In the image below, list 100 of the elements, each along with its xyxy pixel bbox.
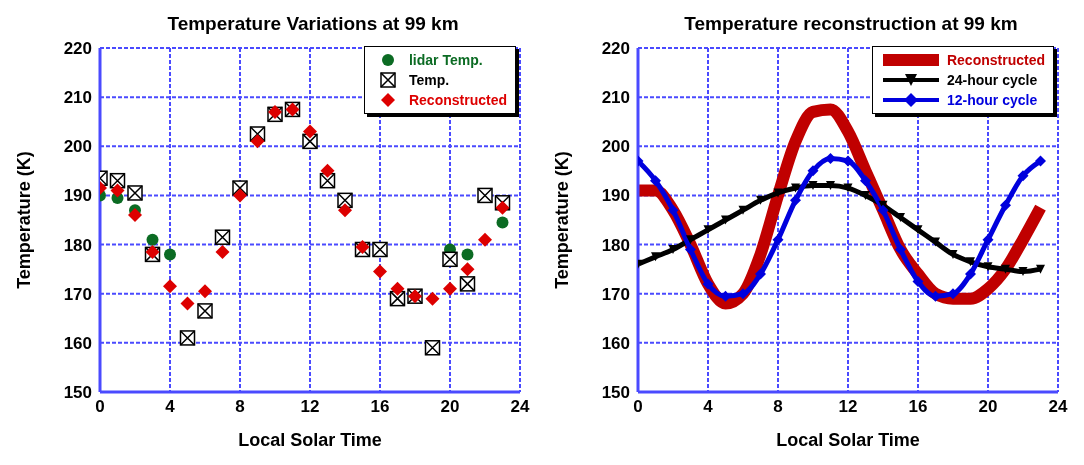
point <box>756 195 765 205</box>
point <box>860 175 871 187</box>
x-tick-label: 20 <box>440 397 460 417</box>
point <box>443 281 457 296</box>
point <box>772 234 784 246</box>
point <box>861 190 870 200</box>
point <box>1000 199 1011 211</box>
point <box>320 163 335 178</box>
point <box>110 183 125 198</box>
x-tick-label: 0 <box>95 397 105 417</box>
x-tick-label: 12 <box>838 397 858 417</box>
point <box>268 104 282 119</box>
chart-title: Temperature Variations at 99 km <box>166 12 460 36</box>
point <box>215 244 230 259</box>
x-axis-title: Local Solar Time <box>776 430 920 450</box>
y-tick-label: 190 <box>63 186 92 206</box>
point <box>912 275 924 287</box>
point <box>966 257 975 267</box>
point <box>755 268 766 280</box>
point <box>390 281 405 296</box>
point <box>982 234 994 246</box>
x-tick-label: 8 <box>773 397 783 417</box>
point <box>650 175 661 187</box>
y-axis-title: Temperature (K) <box>14 151 35 289</box>
x-tick-label: 8 <box>235 397 245 417</box>
point <box>180 296 195 311</box>
point <box>807 165 819 177</box>
x-tick-label: 16 <box>908 397 928 417</box>
x-tick-label: 24 <box>1048 397 1068 417</box>
legend-label: 24-hour cycle <box>946 72 1038 88</box>
point <box>842 155 854 167</box>
point <box>667 204 679 216</box>
point <box>303 124 317 139</box>
x-tick-label: 20 <box>978 397 998 417</box>
point <box>338 203 352 218</box>
y-axis-title: Temperature (K) <box>552 151 573 289</box>
point <box>983 262 993 272</box>
point <box>651 252 660 262</box>
x-axis-title: Local Solar Time <box>238 430 382 450</box>
x-tick-label: 4 <box>703 397 714 417</box>
point <box>1018 267 1028 277</box>
point <box>373 264 387 279</box>
legend-label: lidar Temp. <box>408 52 483 68</box>
point <box>461 248 474 261</box>
x-tick-label: 0 <box>633 397 643 417</box>
y-tick-label: 210 <box>63 88 92 108</box>
y-tick-label: 170 <box>63 284 92 304</box>
point <box>233 188 247 203</box>
point <box>163 279 177 294</box>
point <box>1035 155 1046 167</box>
point <box>425 291 440 306</box>
point <box>773 188 783 198</box>
y-tick-label: 150 <box>601 383 630 403</box>
point <box>128 208 142 223</box>
point <box>702 278 714 290</box>
point <box>790 194 801 206</box>
point <box>495 200 510 215</box>
legend-label: 12-hour cycle <box>946 92 1038 108</box>
point <box>460 262 475 277</box>
point <box>877 204 889 216</box>
point <box>1036 264 1045 274</box>
y-tick-label: 180 <box>63 235 92 255</box>
y-tick-label: 220 <box>63 39 92 59</box>
y-tick-label: 150 <box>63 383 92 403</box>
y-tick-label: 170 <box>601 284 630 304</box>
legend-label: Temp. <box>408 72 450 88</box>
point <box>478 232 492 247</box>
x-tick-label: 24 <box>510 397 530 417</box>
point <box>145 244 160 259</box>
x-tick-label: 16 <box>370 397 390 417</box>
point <box>791 183 800 193</box>
point <box>1017 170 1029 182</box>
point <box>685 243 696 255</box>
point <box>965 268 976 280</box>
point <box>826 181 835 191</box>
point <box>250 134 265 149</box>
point <box>146 233 159 246</box>
point <box>931 237 940 247</box>
point <box>1001 264 1010 274</box>
point <box>843 183 853 193</box>
x-tick-label: 4 <box>165 397 176 417</box>
point <box>808 181 818 191</box>
point <box>198 284 212 299</box>
point <box>164 248 176 261</box>
y-tick-label: 190 <box>601 186 630 206</box>
point <box>825 153 836 165</box>
legend-label: Reconstructed <box>946 52 1045 68</box>
y-tick-label: 180 <box>601 235 630 255</box>
y-tick-label: 160 <box>63 333 92 353</box>
chart-title: Temperature reconstruction at 99 km <box>683 12 1019 36</box>
y-tick-label: 200 <box>63 137 92 157</box>
y-tick-label: 200 <box>601 137 630 157</box>
legend-label: Reconstructed <box>408 92 507 108</box>
point <box>496 216 509 229</box>
point <box>895 243 906 255</box>
y-tick-label: 160 <box>601 333 630 353</box>
y-tick-label: 210 <box>601 88 630 108</box>
x-tick-label: 12 <box>300 397 320 417</box>
point <box>738 205 748 215</box>
y-tick-label: 220 <box>601 39 630 59</box>
